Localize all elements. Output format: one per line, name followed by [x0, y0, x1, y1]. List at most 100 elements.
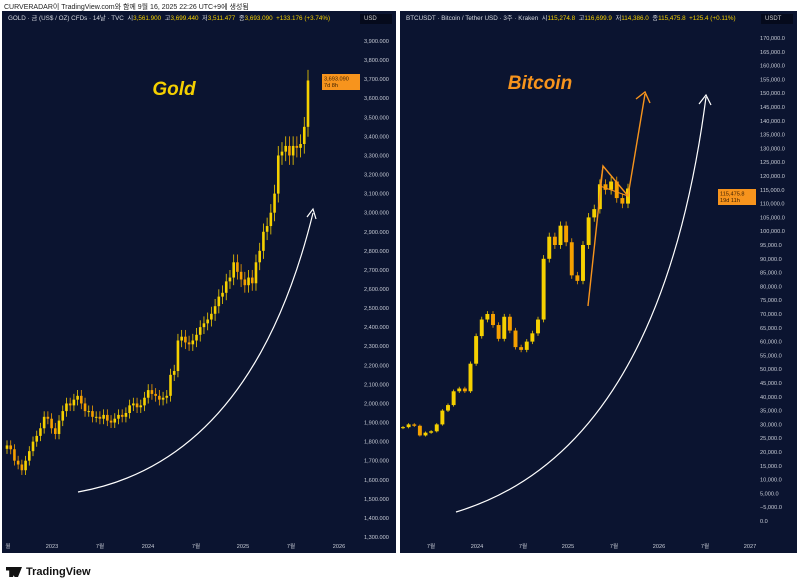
x-tick-label: 2023: [46, 544, 58, 550]
candle-body: [299, 144, 302, 148]
candle-body: [485, 314, 490, 320]
bitcoin-header: BTCUSDT · Bitcoin / Tether USD · 3주 · Kr…: [400, 11, 757, 27]
y-tick-label: 160,000.0: [760, 64, 785, 70]
candle-body: [217, 296, 221, 307]
candle-body: [609, 181, 614, 190]
gold-chart-panel[interactable]: GOLD · 금 (US$ / OZ) CFDs · 14날 · TVC 시3,…: [2, 11, 396, 553]
candle-body: [80, 395, 83, 404]
candle-body: [91, 411, 94, 417]
low-value: 3,511.477: [207, 15, 236, 22]
candle-body: [507, 316, 512, 331]
x-tick-label: 2025: [237, 544, 249, 550]
y-tick-label: 10,000.0: [760, 478, 782, 484]
y-tick-label: 40,000.0: [760, 395, 782, 401]
candle-body: [513, 330, 518, 348]
growth-curve-arrow: [455, 96, 707, 513]
y-tick-label: 45,000.0: [760, 381, 782, 387]
candle-body: [124, 413, 128, 417]
candle-body: [519, 347, 524, 350]
x-tick-label: 7월: [519, 542, 527, 550]
candle-body: [98, 416, 102, 419]
candle-body: [106, 414, 109, 421]
y-tick-label: 125,000.0: [760, 160, 785, 166]
candle-body: [406, 424, 411, 428]
candle-body: [195, 334, 198, 341]
currency-button[interactable]: USD: [360, 14, 392, 24]
candle-body: [547, 236, 552, 259]
candle-body: [474, 336, 479, 364]
y-tick-label: 3,800.000: [364, 58, 389, 64]
candle-body: [172, 371, 176, 375]
candle-body: [120, 414, 124, 417]
y-tick-label: 1,500.000: [364, 497, 389, 503]
brand-name: TradingView: [26, 566, 91, 578]
currency-button[interactable]: USDT: [761, 14, 793, 24]
candle-body: [302, 126, 306, 145]
high-value: 116,699.9: [584, 15, 612, 22]
y-tick-label: 3,500.000: [364, 115, 389, 121]
candle-body: [232, 262, 235, 278]
countdown-label: 19d 11h: [720, 198, 740, 204]
y-tick-label: 90,000.0: [760, 257, 782, 263]
candle-body: [592, 209, 597, 218]
candle-body: [265, 226, 269, 232]
candle-body: [491, 314, 495, 326]
gold-symbol: GOLD · 금 (US$ / OZ) CFDs · 14날 · TVC: [8, 15, 124, 22]
y-tick-label: 2,500.000: [364, 306, 389, 312]
high-label: 고: [164, 15, 171, 22]
candle-body: [462, 388, 467, 392]
x-tick-label: 7월: [192, 542, 200, 550]
arrow-head-icon: [635, 90, 651, 104]
close-value: 115,475.8: [658, 15, 686, 22]
last-price-value: 115,475.8: [720, 192, 744, 198]
y-tick-label: 85,000.0: [760, 271, 782, 277]
arrow-head-icon: [306, 207, 317, 220]
candle-body: [451, 391, 456, 406]
candle-body: [206, 319, 209, 324]
candle-body: [146, 390, 150, 398]
candle-body: [87, 411, 91, 413]
y-tick-label: 60,000.0: [760, 340, 782, 346]
y-tick-label: 1,700.000: [364, 459, 389, 465]
y-tick-label: 150,000.0: [760, 91, 785, 97]
y-tick-label: 1,900.000: [364, 421, 389, 427]
candle-body: [586, 217, 591, 245]
candle-body: [46, 416, 50, 419]
y-tick-label: 100,000.0: [760, 229, 785, 235]
chart-title: Bitcoin: [508, 73, 572, 94]
y-tick-label: 145,000.0: [760, 105, 785, 111]
chart-title: Gold: [152, 79, 196, 100]
y-tick-label: 3,400.000: [364, 134, 389, 140]
candle-body: [423, 432, 428, 436]
x-tick-label: 7월: [427, 542, 435, 550]
candle-body: [291, 145, 295, 156]
candle-body: [284, 145, 288, 152]
tradingview-footer: TradingView: [6, 566, 91, 578]
candle-body: [13, 449, 16, 461]
candle-body: [117, 414, 120, 419]
candle-body: [83, 403, 87, 412]
candle-body: [446, 405, 450, 411]
candle-body: [479, 319, 484, 337]
y-tick-label: 140,000.0: [760, 119, 785, 125]
y-tick-label: 120,000.0: [760, 174, 785, 180]
y-tick-label: 3,100.000: [364, 192, 389, 198]
candle-body: [191, 340, 195, 345]
bitcoin-chart-panel[interactable]: BTCUSDT · Bitcoin / Tether USD · 3주 · Kr…: [400, 11, 797, 553]
candle-body: [434, 424, 439, 432]
candle-body: [184, 336, 187, 343]
y-tick-label: 25,000.0: [760, 436, 782, 442]
y-tick-label: 3,200.000: [364, 173, 389, 179]
candle-body: [269, 212, 273, 227]
candle-body: [24, 460, 27, 471]
high-label: 고: [578, 15, 585, 22]
candle-body: [143, 397, 146, 406]
candle-body: [558, 225, 563, 245]
candle-body: [457, 388, 462, 392]
y-tick-label: 2,000.000: [364, 401, 389, 407]
projection-arrow: [587, 93, 646, 307]
candle-body: [39, 428, 42, 436]
candle-body: [564, 225, 569, 243]
candle-body: [250, 277, 254, 284]
candle-body: [61, 411, 65, 421]
